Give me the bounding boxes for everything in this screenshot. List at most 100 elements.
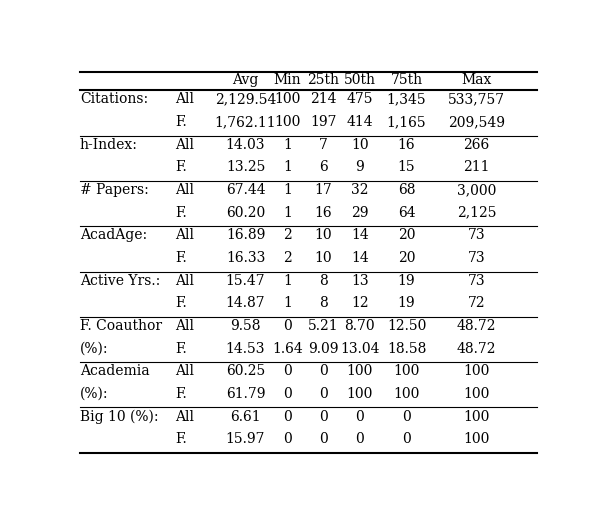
Text: 17: 17 xyxy=(315,183,332,197)
Text: 9.09: 9.09 xyxy=(308,342,339,356)
Text: 61.79: 61.79 xyxy=(226,387,265,401)
Text: 73: 73 xyxy=(468,274,485,288)
Text: h-Index:: h-Index: xyxy=(80,138,138,152)
Text: 1: 1 xyxy=(283,296,292,310)
Text: 100: 100 xyxy=(347,364,373,378)
Text: 14: 14 xyxy=(351,251,368,265)
Text: 0: 0 xyxy=(319,410,328,424)
Text: Avg: Avg xyxy=(232,73,259,87)
Text: 0: 0 xyxy=(355,432,364,446)
Text: 211: 211 xyxy=(463,161,490,174)
Text: 2,129.54: 2,129.54 xyxy=(215,93,276,107)
Text: F.: F. xyxy=(176,161,187,174)
Text: 13.25: 13.25 xyxy=(226,161,265,174)
Text: 10: 10 xyxy=(315,228,332,242)
Text: 0: 0 xyxy=(283,432,292,446)
Text: 73: 73 xyxy=(468,228,485,242)
Text: 48.72: 48.72 xyxy=(457,342,496,356)
Text: 0: 0 xyxy=(319,364,328,378)
Text: 414: 414 xyxy=(347,115,373,129)
Text: 100: 100 xyxy=(464,432,489,446)
Text: 64: 64 xyxy=(398,206,415,220)
Text: 72: 72 xyxy=(468,296,485,310)
Text: 1,762.11: 1,762.11 xyxy=(215,115,276,129)
Text: 100: 100 xyxy=(393,364,420,378)
Text: 475: 475 xyxy=(347,93,373,107)
Text: All: All xyxy=(176,364,194,378)
Text: 2,125: 2,125 xyxy=(457,206,496,220)
Text: 100: 100 xyxy=(275,93,301,107)
Text: All: All xyxy=(176,228,194,242)
Text: 8.70: 8.70 xyxy=(344,319,375,333)
Text: # Papers:: # Papers: xyxy=(80,183,149,197)
Text: 16: 16 xyxy=(398,138,415,152)
Text: 12.50: 12.50 xyxy=(387,319,426,333)
Text: 0: 0 xyxy=(402,432,411,446)
Text: 15: 15 xyxy=(398,161,415,174)
Text: 0: 0 xyxy=(283,319,292,333)
Text: 67.44: 67.44 xyxy=(226,183,265,197)
Text: 10: 10 xyxy=(315,251,332,265)
Text: 1,165: 1,165 xyxy=(386,115,426,129)
Text: 2: 2 xyxy=(283,251,292,265)
Text: 100: 100 xyxy=(464,410,489,424)
Text: 60.25: 60.25 xyxy=(226,364,265,378)
Text: 68: 68 xyxy=(398,183,415,197)
Text: 209,549: 209,549 xyxy=(448,115,505,129)
Text: 1.64: 1.64 xyxy=(272,342,303,356)
Text: 16: 16 xyxy=(315,206,332,220)
Text: F.: F. xyxy=(176,296,187,310)
Text: All: All xyxy=(176,274,194,288)
Text: 15.97: 15.97 xyxy=(226,432,265,446)
Text: 100: 100 xyxy=(275,115,301,129)
Text: (%):: (%): xyxy=(80,342,108,356)
Text: 16.33: 16.33 xyxy=(226,251,265,265)
Text: Academia: Academia xyxy=(80,364,149,378)
Text: 0: 0 xyxy=(319,387,328,401)
Text: 14: 14 xyxy=(351,228,368,242)
Text: 533,757: 533,757 xyxy=(448,93,505,107)
Text: 14.53: 14.53 xyxy=(226,342,265,356)
Text: 25th: 25th xyxy=(308,73,340,87)
Text: 0: 0 xyxy=(402,410,411,424)
Text: 6: 6 xyxy=(319,161,328,174)
Text: 266: 266 xyxy=(464,138,489,152)
Text: 20: 20 xyxy=(398,228,415,242)
Text: 1: 1 xyxy=(283,183,292,197)
Text: 100: 100 xyxy=(464,364,489,378)
Text: 15.47: 15.47 xyxy=(226,274,265,288)
Text: 14.87: 14.87 xyxy=(226,296,265,310)
Text: All: All xyxy=(176,410,194,424)
Text: 214: 214 xyxy=(310,93,337,107)
Text: 9: 9 xyxy=(355,161,364,174)
Text: 100: 100 xyxy=(464,387,489,401)
Text: 0: 0 xyxy=(355,410,364,424)
Text: 0: 0 xyxy=(283,364,292,378)
Text: F. Coauthor: F. Coauthor xyxy=(80,319,162,333)
Text: 1: 1 xyxy=(283,274,292,288)
Text: 10: 10 xyxy=(351,138,368,152)
Text: 8: 8 xyxy=(319,296,328,310)
Text: 1: 1 xyxy=(283,161,292,174)
Text: F.: F. xyxy=(176,115,187,129)
Text: 8: 8 xyxy=(319,274,328,288)
Text: 18.58: 18.58 xyxy=(387,342,426,356)
Text: 19: 19 xyxy=(398,296,415,310)
Text: 60.20: 60.20 xyxy=(226,206,265,220)
Text: Citations:: Citations: xyxy=(80,93,148,107)
Text: 75th: 75th xyxy=(391,73,423,87)
Text: 19: 19 xyxy=(398,274,415,288)
Text: 197: 197 xyxy=(310,115,337,129)
Text: 13: 13 xyxy=(351,274,368,288)
Text: F.: F. xyxy=(176,432,187,446)
Text: All: All xyxy=(176,319,194,333)
Text: 6.61: 6.61 xyxy=(230,410,261,424)
Text: 9.58: 9.58 xyxy=(231,319,261,333)
Text: 1,345: 1,345 xyxy=(386,93,426,107)
Text: F.: F. xyxy=(176,251,187,265)
Text: F.: F. xyxy=(176,342,187,356)
Text: 1: 1 xyxy=(283,206,292,220)
Text: 2: 2 xyxy=(283,228,292,242)
Text: All: All xyxy=(176,138,194,152)
Text: Big 10 (%):: Big 10 (%): xyxy=(80,409,158,424)
